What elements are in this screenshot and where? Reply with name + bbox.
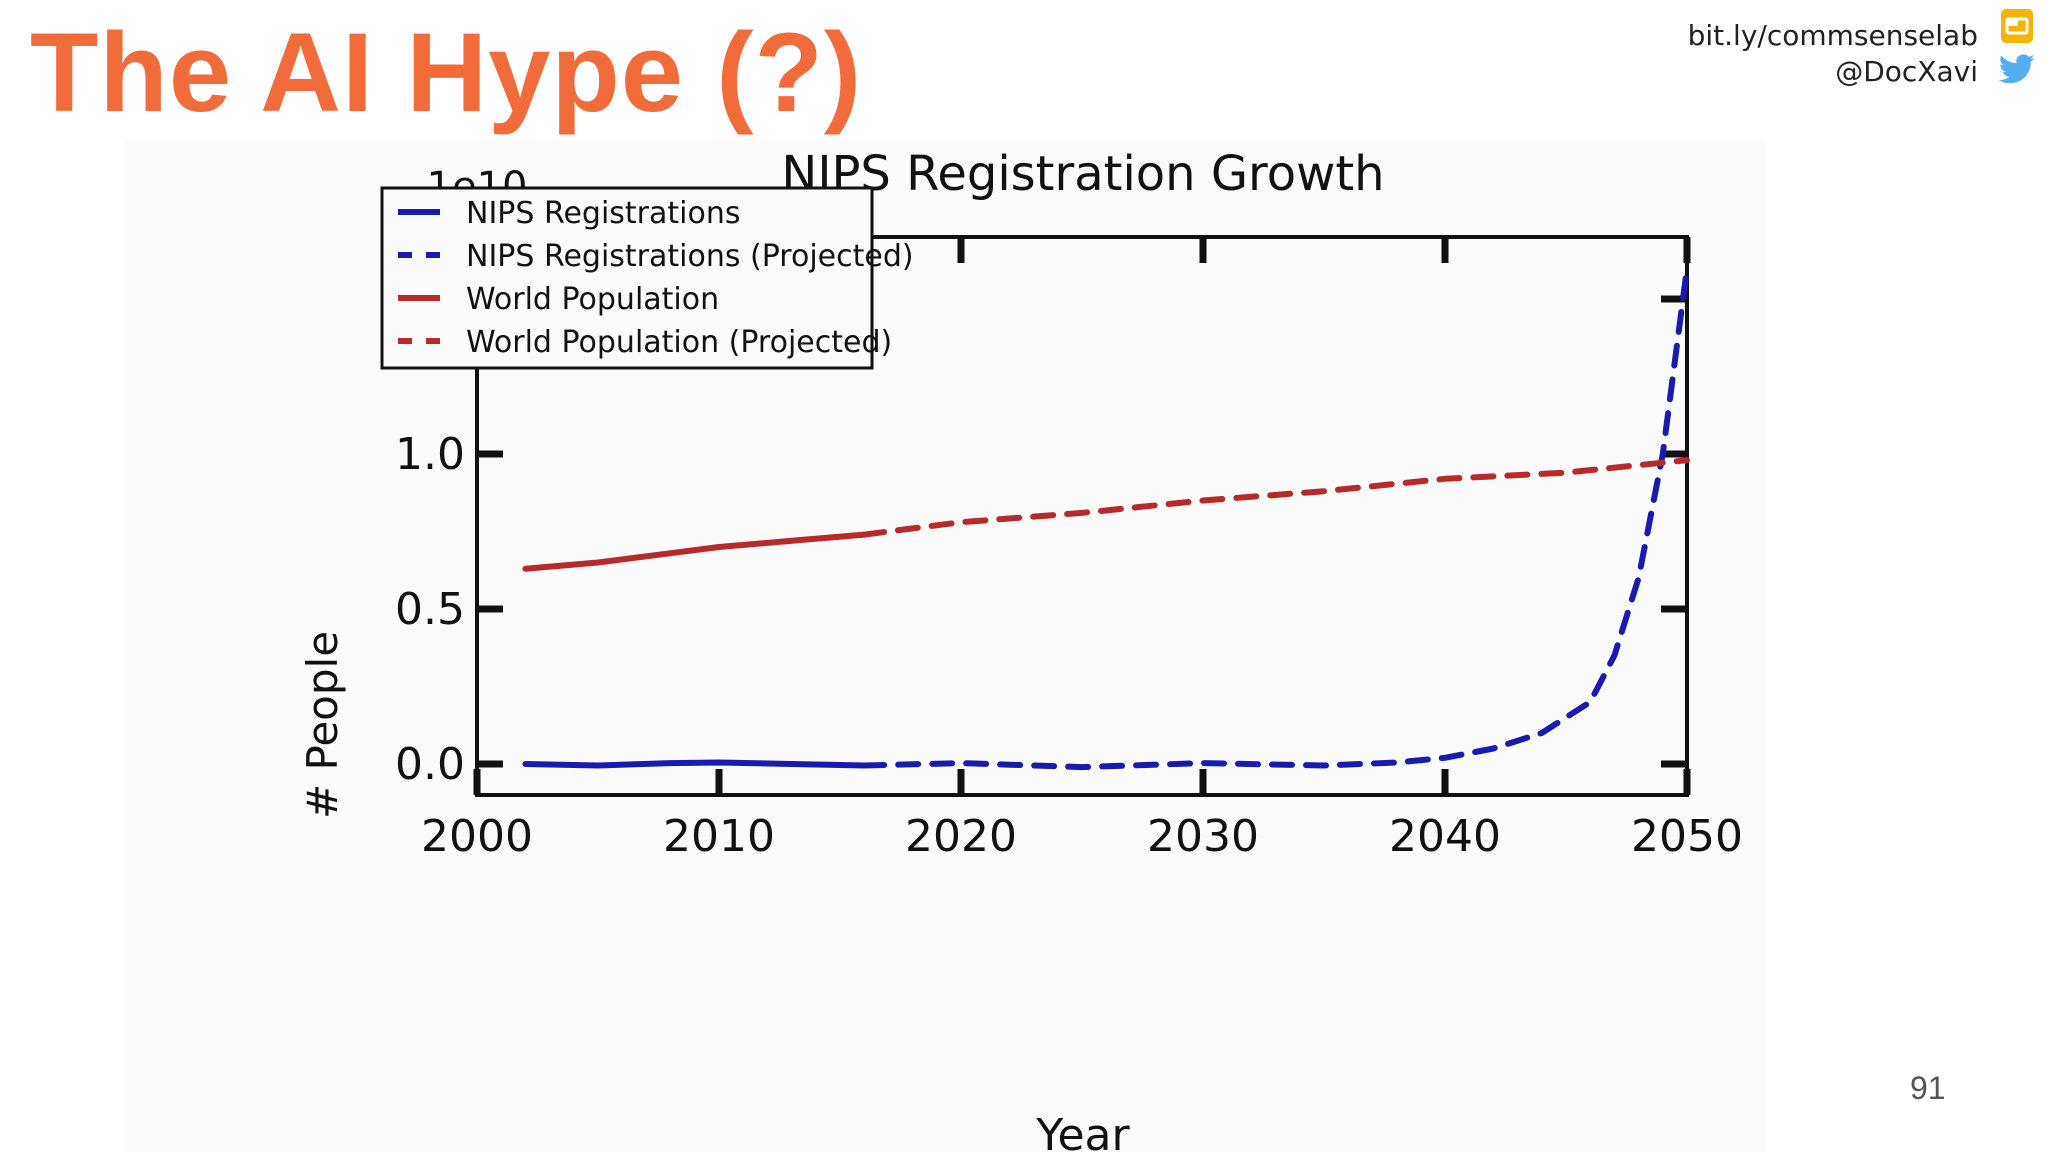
nips-growth-chart: NIPS Registration Growth 1e10 # People Y… bbox=[298, 146, 1743, 1152]
legend-label: World Population (Projected) bbox=[466, 325, 892, 360]
x-tick-label: 2010 bbox=[663, 811, 775, 862]
x-ticks: 2000 2010 2020 2030 2040 2050 bbox=[421, 237, 1743, 862]
plot-area-border bbox=[475, 235, 1689, 797]
twitter-bird-icon bbox=[1998, 54, 2035, 84]
legend-label: World Population bbox=[466, 282, 719, 317]
series-layer bbox=[522, 265, 1690, 771]
x-axis-label: Year bbox=[1035, 1110, 1130, 1152]
twitter-handle[interactable]: @DocXavi bbox=[1835, 55, 1978, 88]
x-tick-label: 2020 bbox=[905, 811, 1017, 862]
y-tick-label: 1.0 bbox=[395, 429, 465, 480]
legend-box bbox=[380, 186, 874, 370]
y-tick-label: 0.0 bbox=[395, 739, 465, 790]
chart-container: NIPS Registration Growth 1e10 # People Y… bbox=[125, 140, 1765, 1152]
y-tick-label: 0.5 bbox=[395, 584, 465, 635]
series-line-nips-registrations-projected bbox=[861, 265, 1690, 771]
legend: NIPS Registrations NIPS Registrations (Pr… bbox=[380, 186, 914, 370]
google-slides-icon bbox=[2001, 9, 2033, 43]
legend-label: NIPS Registrations (Projected) bbox=[466, 239, 914, 274]
plot-frame bbox=[475, 235, 1689, 797]
y-axis-label: # People bbox=[298, 631, 347, 819]
series-line-world-population bbox=[522, 531, 868, 572]
page-number: 91 bbox=[1910, 1070, 1946, 1106]
slide-title: The AI Hype (?) bbox=[30, 10, 863, 135]
commsenselab-link[interactable]: bit.ly/commsenselab bbox=[1687, 19, 1978, 52]
x-tick-label: 2050 bbox=[1631, 811, 1743, 862]
series-line-world-population-projected bbox=[861, 457, 1690, 538]
legend-label: NIPS Registrations bbox=[466, 196, 741, 231]
slide-links: bit.ly/commsenselab @DocXavi bbox=[1688, 18, 1978, 90]
x-tick-label: 2040 bbox=[1389, 811, 1501, 862]
series-line-nips-registrations bbox=[522, 759, 868, 769]
chart-title: NIPS Registration Growth bbox=[781, 146, 1384, 202]
x-tick-label: 2000 bbox=[421, 811, 533, 862]
x-tick-label: 2030 bbox=[1147, 811, 1259, 862]
